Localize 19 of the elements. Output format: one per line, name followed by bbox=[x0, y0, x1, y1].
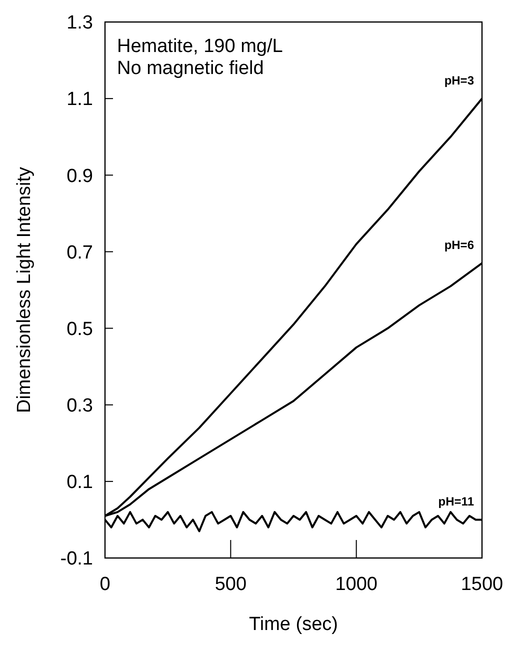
x-tick-label: 0 bbox=[100, 574, 110, 595]
annotation: No magnetic field bbox=[117, 58, 264, 79]
x-axis-title: Time (sec) bbox=[248, 614, 338, 635]
y-tick-label: 0.1 bbox=[66, 472, 93, 494]
y-tick-label: 0.7 bbox=[66, 242, 93, 264]
x-tick-label: 500 bbox=[214, 574, 247, 595]
series-label: pH=3 bbox=[444, 74, 474, 88]
y-tick-label: 1.1 bbox=[66, 89, 93, 110]
y-tick-label: 0.9 bbox=[66, 166, 93, 187]
y-tick-label: 1.3 bbox=[66, 12, 93, 34]
y-tick-label: -0.1 bbox=[60, 548, 93, 570]
y-tick-label: 0.5 bbox=[66, 318, 93, 340]
series-label: pH=6 bbox=[444, 238, 474, 252]
y-tick-label: 0.3 bbox=[66, 396, 93, 417]
annotation: Hematite, 190 mg/L bbox=[117, 36, 283, 57]
series-label: pH=11 bbox=[438, 494, 474, 509]
x-tick-label: 1000 bbox=[335, 574, 378, 595]
x-tick-label: 1500 bbox=[460, 574, 504, 595]
y-axis-title: Dimensionless Light Intensity bbox=[14, 166, 35, 414]
